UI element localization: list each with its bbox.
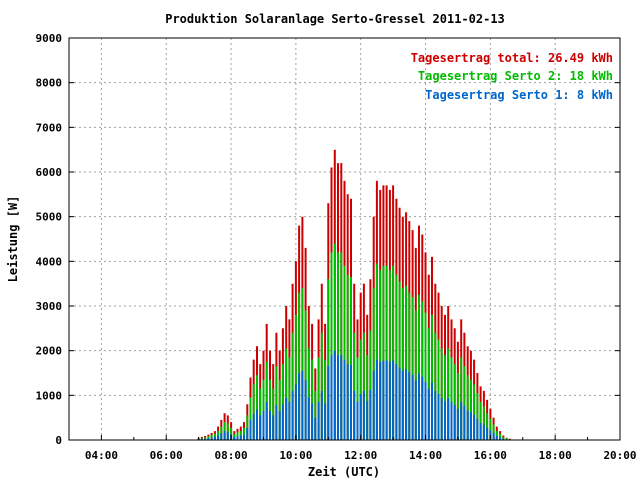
x-axis: 04:00 06:00 08:00 10:00 12:00 14:00 16:00 18:00…	[68, 435, 637, 462]
chart-title: Produktion Solaranlage Serto-Gressel 201…	[165, 12, 505, 26]
x-tick-label: 10:00	[279, 449, 312, 462]
y-tick-label: 5000	[36, 211, 63, 224]
bars	[197, 149, 511, 440]
x-tick-label: 20:00	[603, 449, 636, 462]
x-tick-label: 06:00	[150, 449, 183, 462]
x-tick-label: 12:00	[344, 449, 377, 462]
y-tick-label: 1000	[36, 389, 63, 402]
x-tick-label: 04:00	[85, 449, 118, 462]
y-axis: 0 1000 2000 3000 4000 5000 6000 7000 8000 9000	[36, 32, 620, 447]
y-tick-label: 9000	[36, 32, 63, 45]
legend: Tagesertrag total: 26.49 kWh Tagesertrag…	[411, 51, 613, 102]
y-tick-label: 0	[55, 434, 62, 447]
x-tick-label: 18:00	[539, 449, 572, 462]
y-tick-label: 8000	[36, 77, 63, 90]
y-axis-label: Leistung [W]	[6, 196, 20, 283]
y-tick-label: 6000	[36, 166, 63, 179]
legend-total: Tagesertrag total: 26.49 kWh	[411, 51, 613, 65]
x-tick-label: 14:00	[409, 449, 442, 462]
x-tick-label: 08:00	[214, 449, 247, 462]
plot-frame	[68, 37, 621, 441]
legend-serto-1: Tagesertrag Serto 1: 8 kWh	[425, 88, 613, 102]
x-axis-label: Zeit (UTC)	[308, 465, 380, 479]
y-tick-label: 7000	[36, 121, 63, 134]
y-tick-label: 4000	[36, 255, 63, 268]
legend-serto-2: Tagesertrag Serto 2: 18 kWh	[418, 69, 613, 83]
y-tick-label: 2000	[36, 345, 63, 358]
y-tick-label: 3000	[36, 300, 63, 313]
x-tick-label: 16:00	[474, 449, 507, 462]
